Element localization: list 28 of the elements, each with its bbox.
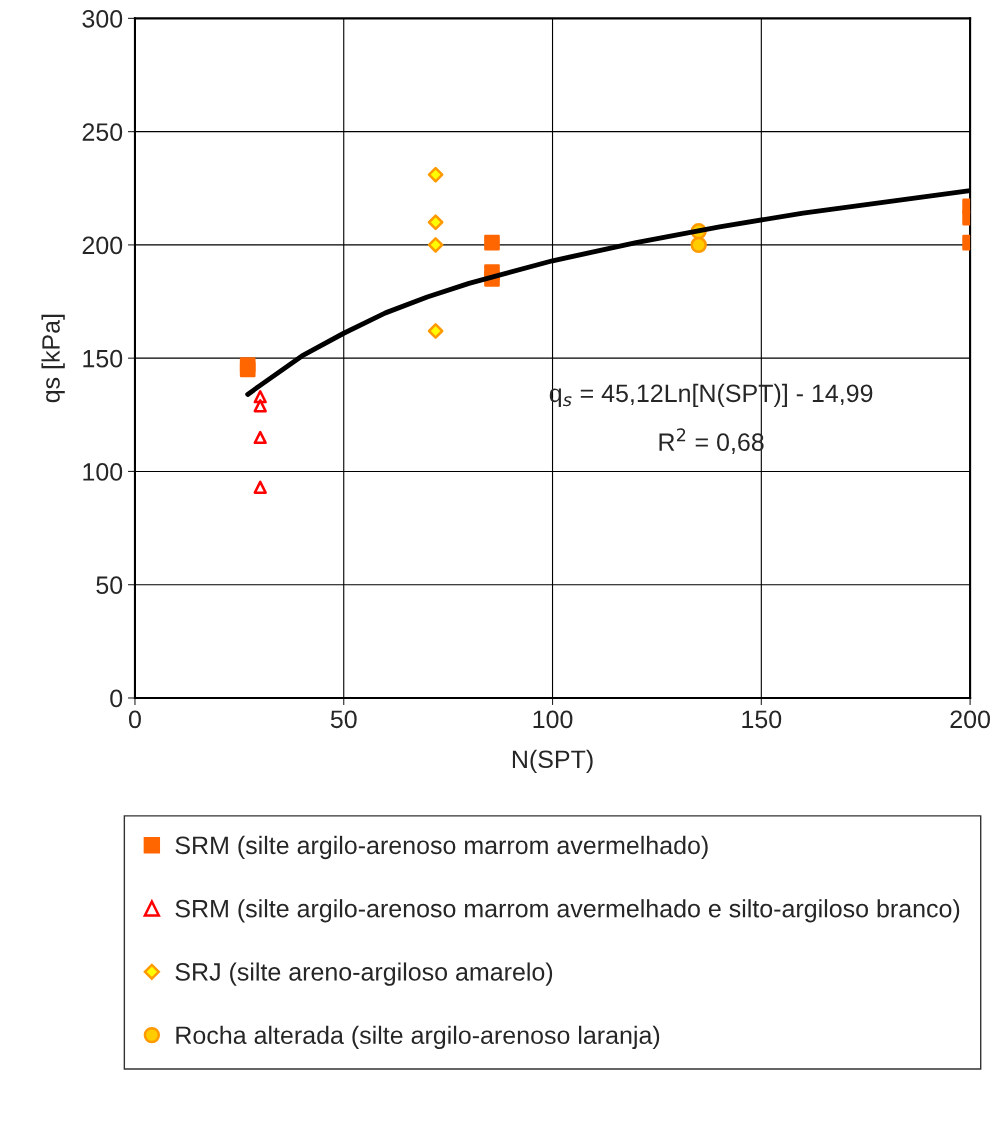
x-tick-label: 50: [330, 710, 357, 729]
legend-label: SRJ (silte areno-argiloso amarelo): [175, 962, 553, 986]
legend-label: SRM (silte argilo-arenoso marrom avermelhado): [175, 835, 708, 860]
y-tick-label: 0: [110, 689, 123, 708]
x-tick-label: 150: [742, 710, 782, 729]
point: [484, 234, 500, 251]
point: [427, 237, 444, 253]
y-tick-label: 300: [82, 9, 123, 28]
x-tick-label: 0: [128, 710, 141, 729]
point: [427, 323, 444, 339]
point: [253, 480, 267, 494]
point: [690, 236, 707, 254]
point: [239, 361, 256, 378]
x-axis-title: N(SPT): [512, 749, 593, 774]
legend-label: Rocha alterada (silte argilo-arenoso laranja): [176, 1025, 660, 1050]
point: [427, 214, 444, 231]
y-tick-label: 250: [82, 123, 123, 141]
point: [253, 399, 267, 413]
y-tick-label: 50: [96, 576, 123, 595]
point: [253, 430, 267, 445]
y-tick-label: 200: [82, 236, 123, 255]
y-tick-label: 100: [83, 463, 123, 481]
x-tick-label: 200: [950, 710, 990, 729]
point: [427, 166, 444, 183]
x-tick-label: 100: [533, 710, 573, 729]
y-axis-title: qs [kPa]: [41, 314, 65, 403]
y-tick-label: 150: [83, 349, 123, 368]
legend-label: SRM (silte argilo-arenoso marrom avermelhado e silto-argiloso branco): [175, 899, 960, 923]
